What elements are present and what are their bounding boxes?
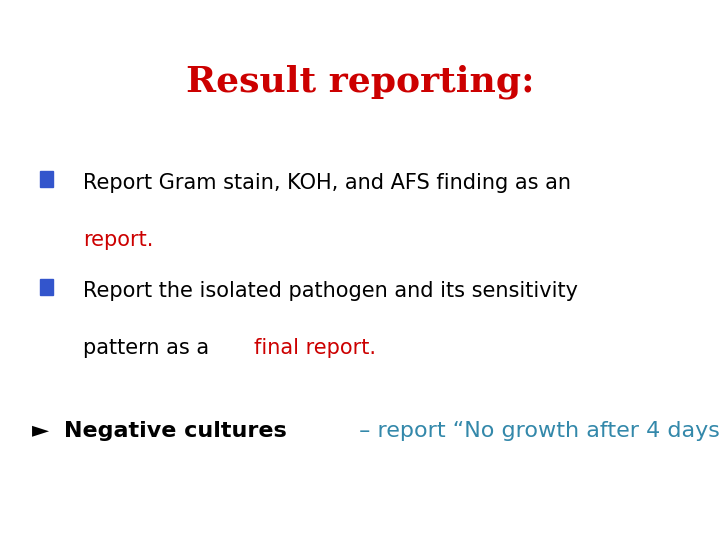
Text: – report “No growth after 4 days”: – report “No growth after 4 days”	[352, 421, 720, 441]
Text: Result reporting:: Result reporting:	[186, 65, 534, 99]
Text: Negative cultures: Negative cultures	[65, 421, 287, 441]
Text: ►: ►	[32, 421, 58, 441]
FancyBboxPatch shape	[40, 171, 53, 187]
Text: report.: report.	[83, 230, 153, 249]
FancyBboxPatch shape	[40, 279, 53, 295]
Text: final report.: final report.	[254, 338, 376, 357]
Text: Report the isolated pathogen and its sensitivity: Report the isolated pathogen and its sen…	[83, 281, 577, 301]
Text: pattern as a: pattern as a	[83, 338, 215, 357]
Text: Report Gram stain, KOH, and AFS finding as an: Report Gram stain, KOH, and AFS finding …	[83, 173, 577, 193]
